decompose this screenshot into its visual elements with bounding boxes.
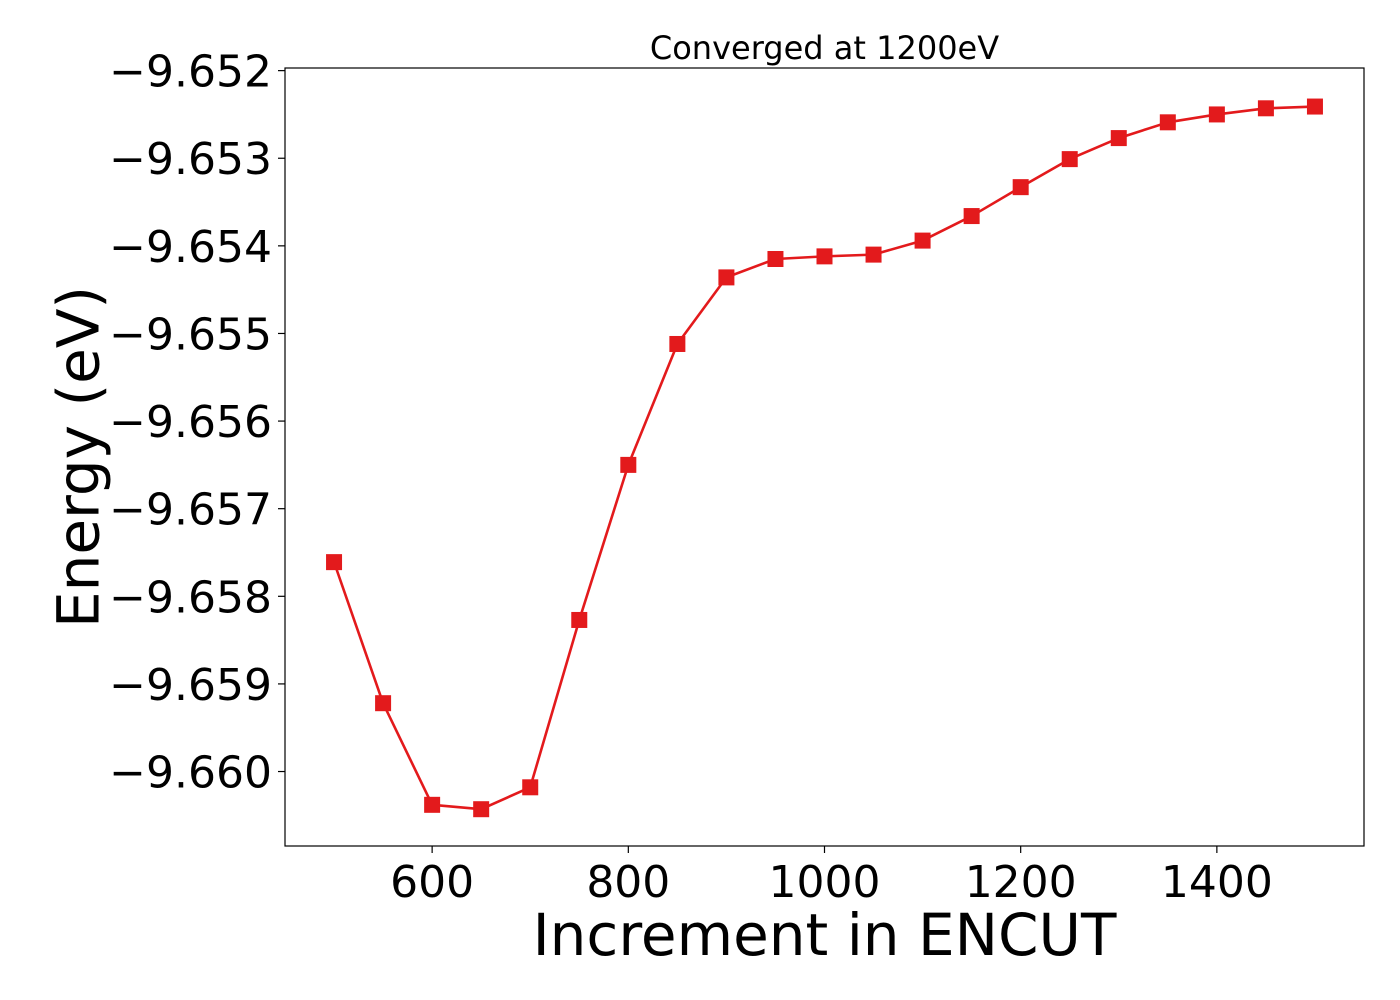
data-point [571, 611, 588, 628]
data-point [865, 246, 882, 263]
data-point [1159, 114, 1176, 131]
plot-area [284, 67, 1365, 847]
plot-frame [284, 67, 1365, 847]
data-point [718, 269, 735, 286]
y-tick-label: −9.656 [109, 397, 272, 448]
data-point [914, 232, 931, 249]
data-point [1306, 98, 1323, 115]
x-tick-label: 1000 [769, 857, 881, 908]
x-tick-label: 600 [390, 857, 474, 908]
data-point [375, 695, 392, 712]
x-tick-label: 1400 [1161, 857, 1273, 908]
series-layer [326, 98, 1323, 818]
data-point [669, 335, 686, 352]
y-tick-label: −9.658 [109, 572, 272, 623]
y-axis-title: Energy (eV) [44, 286, 112, 628]
data-point [963, 208, 980, 225]
data-point [1110, 130, 1127, 147]
data-point [424, 796, 441, 813]
y-tick-label: −9.660 [109, 748, 272, 799]
x-axis-title: Increment in ENCUT [533, 901, 1117, 969]
x-tick-label: 800 [586, 857, 670, 908]
chart-title: Converged at 1200eV [650, 29, 999, 67]
y-tick-label: −9.659 [109, 660, 272, 711]
y-axis-ticks: −9.652 −9.653 −9.654 −9.655 −9.656 −9.657 −9.6… [109, 47, 285, 799]
data-point [1257, 100, 1274, 117]
data-point [816, 248, 833, 265]
x-axis-ticks: 600 800 1000 1200 1400 [390, 846, 1273, 908]
data-point [1061, 151, 1078, 168]
data-point [473, 801, 490, 818]
data-point [1012, 179, 1029, 196]
data-point [522, 779, 539, 796]
y-tick-label: −9.652 [109, 47, 272, 98]
x-tick-label: 1200 [965, 857, 1077, 908]
data-point [620, 456, 637, 473]
data-point [767, 250, 784, 267]
data-point [1208, 106, 1225, 123]
y-tick-label: −9.653 [109, 134, 272, 185]
data-point [326, 554, 343, 571]
y-tick-label: −9.657 [109, 485, 272, 536]
y-tick-label: −9.655 [109, 309, 272, 360]
y-tick-label: −9.654 [109, 222, 272, 273]
series-line [332, 105, 1316, 811]
